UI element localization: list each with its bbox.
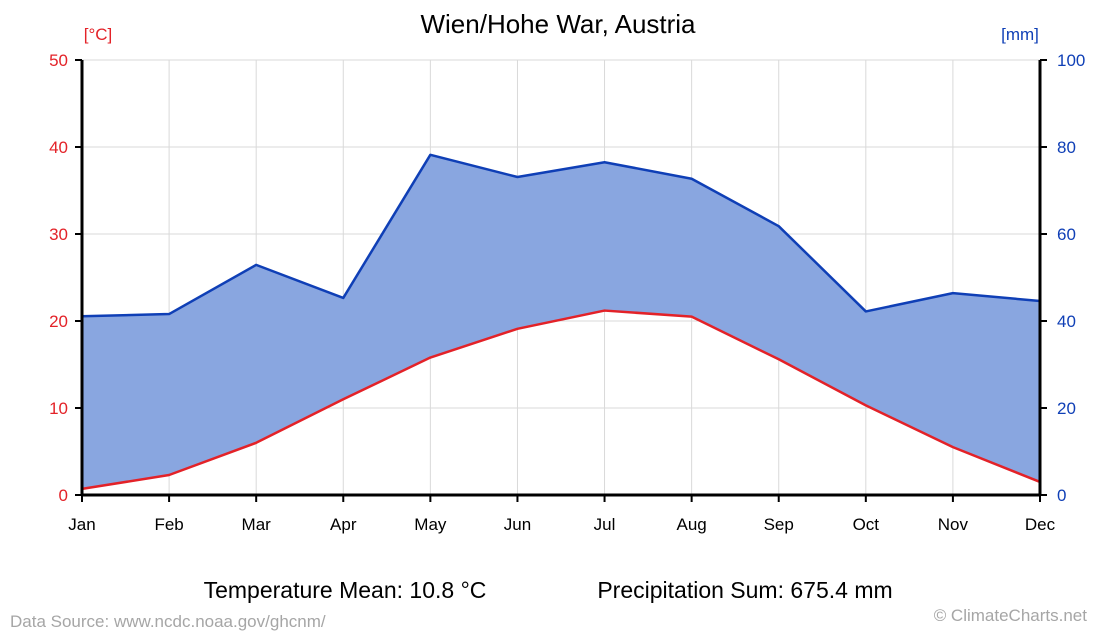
x-tick-label: Jul <box>594 515 616 534</box>
left-tick-label: 40 <box>49 138 68 157</box>
data-source-note: Data Source: www.ncdc.noaa.gov/ghcnm/ <box>10 612 326 631</box>
x-tick-label: Nov <box>938 515 969 534</box>
left-tick-label: 10 <box>49 399 68 418</box>
copyright-note: © ClimateCharts.net <box>934 606 1088 625</box>
x-tick-label: May <box>414 515 447 534</box>
left-tick-label: 0 <box>59 486 68 505</box>
x-tick-label: Jun <box>504 515 531 534</box>
x-tick-label: Apr <box>330 515 357 534</box>
left-tick-label: 30 <box>49 225 68 244</box>
x-tick-label: Mar <box>242 515 272 534</box>
right-tick-label: 20 <box>1057 399 1076 418</box>
left-tick-labels: 0 10 20 30 40 50 <box>49 51 82 505</box>
right-tick-label: 100 <box>1057 51 1085 70</box>
precipitation-sum-summary: Precipitation Sum: 675.4 mm <box>597 577 892 603</box>
left-tick-label: 20 <box>49 312 68 331</box>
right-tick-label: 60 <box>1057 225 1076 244</box>
x-tick-label: Jan <box>68 515 95 534</box>
left-tick-label: 50 <box>49 51 68 70</box>
axes <box>80 60 1042 497</box>
right-tick-label: 0 <box>1057 486 1066 505</box>
x-tick-label: Oct <box>853 515 880 534</box>
right-tick-labels: 0 20 40 60 80 100 <box>1040 51 1085 505</box>
x-tick-label: Aug <box>677 515 707 534</box>
right-tick-label: 40 <box>1057 312 1076 331</box>
right-tick-label: 80 <box>1057 138 1076 157</box>
x-tick-label: Sep <box>764 515 794 534</box>
humid-period-area <box>82 154 1040 489</box>
precipitation-line <box>81 153 1041 318</box>
temperature-line <box>81 309 1041 491</box>
right-axis-unit: [mm] <box>1001 25 1039 44</box>
x-tick-label: Feb <box>154 515 183 534</box>
left-axis-unit: [°C] <box>84 25 113 44</box>
chart-title: Wien/Hohe War, Austria <box>420 9 696 39</box>
temperature-mean-summary: Temperature Mean: 10.8 °C <box>204 577 487 603</box>
plot-series <box>81 153 1041 491</box>
x-tick-label: Dec <box>1025 515 1056 534</box>
x-tick-labels: Jan Feb Mar Apr May Jun Jul Aug Sep Oct Nov Dec <box>68 495 1056 534</box>
